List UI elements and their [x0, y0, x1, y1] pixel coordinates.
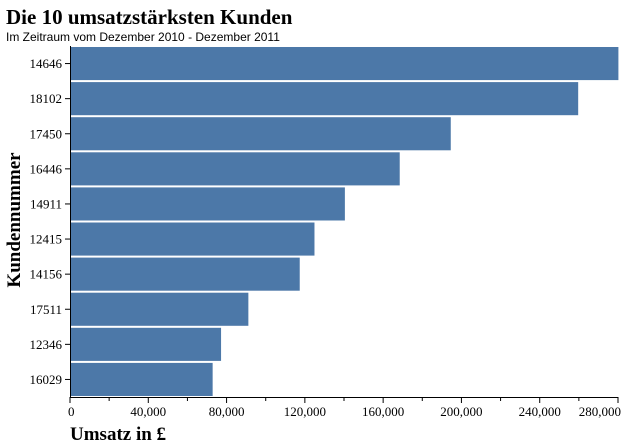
y-tick-label-14156: 14156 [30, 267, 63, 282]
x-axis-title: Umsatz in £ [70, 424, 166, 445]
bar-18102 [71, 82, 579, 116]
y-tick-label-12346: 12346 [30, 337, 63, 352]
y-axis-title: Kundennummer [4, 152, 25, 288]
x-tick-label: 280,000 [579, 404, 621, 419]
bar-14646 [71, 47, 619, 81]
x-tick-label: 0 [68, 404, 75, 419]
x-tick-label: 200,000 [440, 404, 482, 419]
bar-12415 [71, 222, 315, 256]
x-tick-label: 120,000 [284, 404, 326, 419]
y-tick-label-14646: 14646 [30, 56, 63, 71]
x-tick-label: 80,000 [209, 404, 245, 419]
bar-14156 [71, 257, 300, 291]
bar-17511 [71, 292, 249, 326]
y-tick-label-16029: 16029 [30, 372, 63, 387]
bar-14911 [71, 187, 345, 221]
bar-16446 [71, 152, 400, 186]
bar-16029 [71, 362, 213, 396]
y-tick-label-17450: 17450 [30, 126, 63, 141]
x-tick-label: 40,000 [130, 404, 166, 419]
bars-group [71, 47, 619, 396]
y-tick-label-14911: 14911 [30, 196, 62, 211]
bar-17450 [71, 117, 451, 151]
chart-subtitle: Im Zeitraum vom Dezember 2010 - Dezember… [6, 30, 280, 44]
y-tick-label-17511: 17511 [30, 302, 62, 317]
y-tick-label-12415: 12415 [30, 232, 63, 247]
y-tick-label-18102: 18102 [30, 91, 63, 106]
x-axis: 0 40,000 80,000 120,000 160,000 200,000 240,00… [68, 397, 621, 419]
x-tick-label: 160,000 [362, 404, 404, 419]
y-axis: 14646 18102 17450 16446 14911 12415 14156 17511… [30, 46, 71, 397]
bar-12346 [71, 327, 222, 361]
y-tick-label-16446: 16446 [30, 161, 63, 176]
chart-title: Die 10 umsatzstärksten Kunden [6, 5, 293, 29]
x-tick-label: 240,000 [519, 404, 561, 419]
